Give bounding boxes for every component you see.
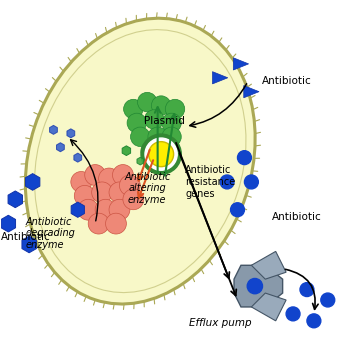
Circle shape — [99, 168, 119, 189]
Circle shape — [238, 151, 251, 164]
Polygon shape — [234, 265, 283, 307]
Circle shape — [321, 293, 335, 307]
Polygon shape — [50, 125, 57, 134]
Circle shape — [148, 127, 167, 147]
Polygon shape — [122, 146, 131, 155]
Circle shape — [109, 199, 130, 220]
Circle shape — [112, 164, 133, 186]
Circle shape — [307, 314, 321, 328]
Polygon shape — [212, 72, 228, 84]
Circle shape — [149, 142, 174, 167]
Polygon shape — [71, 202, 84, 217]
Circle shape — [145, 138, 177, 170]
Circle shape — [220, 175, 234, 189]
Text: Plasmid: Plasmid — [144, 117, 185, 126]
Circle shape — [119, 175, 140, 196]
Polygon shape — [56, 143, 64, 152]
Circle shape — [127, 113, 147, 133]
Text: Antibiotic
resistance
genes: Antibiotic resistance genes — [186, 165, 236, 198]
Circle shape — [231, 203, 244, 217]
Circle shape — [123, 189, 144, 210]
Circle shape — [244, 175, 258, 189]
Text: Antibiotic
degrading
enzyme: Antibiotic degrading enzyme — [26, 217, 76, 250]
Circle shape — [71, 172, 92, 193]
Circle shape — [145, 110, 164, 129]
Polygon shape — [8, 191, 22, 208]
Circle shape — [85, 164, 106, 186]
Text: Antibiotic: Antibiotic — [262, 76, 312, 86]
Circle shape — [162, 127, 181, 147]
Polygon shape — [74, 153, 82, 162]
Circle shape — [141, 134, 181, 174]
Polygon shape — [26, 174, 40, 190]
Polygon shape — [244, 85, 259, 98]
Polygon shape — [22, 236, 36, 253]
Polygon shape — [1, 215, 15, 232]
Circle shape — [162, 113, 181, 133]
Polygon shape — [251, 251, 286, 279]
Circle shape — [158, 138, 178, 157]
Circle shape — [95, 199, 116, 220]
Circle shape — [247, 279, 262, 294]
Circle shape — [124, 99, 143, 119]
Polygon shape — [233, 58, 248, 70]
Circle shape — [165, 99, 185, 119]
Text: Antibiotic: Antibiotic — [272, 212, 322, 222]
Circle shape — [88, 213, 109, 234]
Circle shape — [141, 141, 160, 160]
Polygon shape — [251, 293, 286, 321]
Text: Antibiotic
altering
enzyme: Antibiotic altering enzyme — [124, 172, 170, 205]
Circle shape — [300, 283, 314, 296]
Circle shape — [131, 127, 150, 147]
Circle shape — [138, 92, 157, 112]
Text: Antibiotic: Antibiotic — [1, 232, 51, 243]
Circle shape — [286, 307, 300, 321]
Circle shape — [106, 213, 126, 234]
Circle shape — [78, 199, 99, 220]
Polygon shape — [67, 129, 75, 138]
Text: Efflux pump: Efflux pump — [189, 318, 251, 328]
Circle shape — [74, 186, 95, 206]
Ellipse shape — [26, 18, 255, 304]
Circle shape — [92, 182, 112, 203]
Polygon shape — [137, 157, 143, 165]
Circle shape — [109, 182, 130, 203]
Circle shape — [152, 96, 171, 115]
